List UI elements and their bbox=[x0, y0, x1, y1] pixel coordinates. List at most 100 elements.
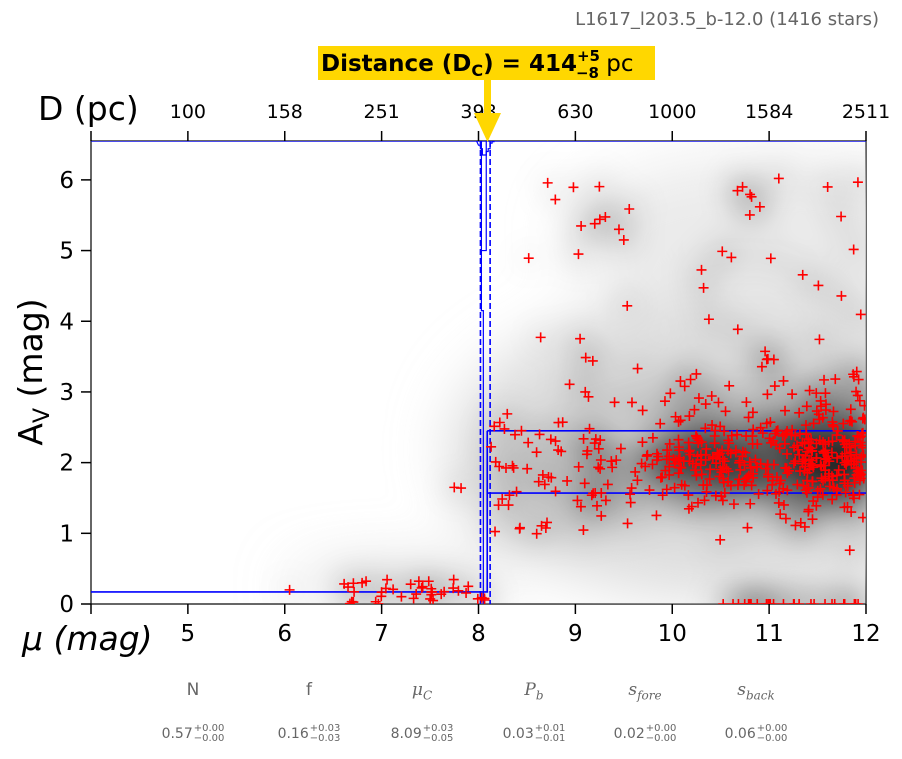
star-marker bbox=[534, 429, 545, 440]
star-marker bbox=[775, 475, 786, 486]
star-marker bbox=[827, 599, 838, 604]
star-marker bbox=[665, 388, 676, 399]
star-marker bbox=[690, 465, 701, 476]
parameter-table: N 0.57+0.00 −0.00 f 0.16+0.03 −0.03 μC 8.09+0.0… bbox=[0, 676, 902, 756]
star-marker bbox=[700, 399, 711, 410]
star-marker bbox=[742, 522, 753, 533]
star-marker bbox=[803, 482, 814, 493]
star-marker bbox=[624, 204, 635, 215]
star-marker bbox=[811, 452, 822, 463]
y-tick-label: 5 bbox=[59, 239, 74, 265]
star-marker bbox=[839, 475, 850, 486]
x-tick-label: 7 bbox=[374, 621, 389, 647]
distance-posterior-histogram bbox=[476, 141, 495, 156]
star-marker bbox=[376, 591, 387, 602]
star-marker bbox=[411, 589, 422, 600]
star-marker bbox=[745, 189, 756, 200]
star-marker bbox=[818, 446, 829, 457]
star-marker bbox=[707, 420, 718, 431]
star-marker bbox=[715, 534, 726, 545]
y-tick-label: 2 bbox=[59, 451, 74, 477]
star-marker bbox=[808, 462, 819, 473]
star-marker bbox=[762, 485, 773, 496]
star-marker bbox=[765, 417, 776, 428]
y-axis: 0 1 2 3 4 5 6 bbox=[59, 168, 91, 618]
top-tick-label: 1584 bbox=[745, 101, 793, 123]
star-marker bbox=[831, 489, 842, 500]
star-marker bbox=[593, 462, 604, 473]
star-marker bbox=[820, 388, 831, 399]
star-marker bbox=[765, 599, 776, 604]
star-marker bbox=[503, 500, 514, 511]
star-marker bbox=[704, 473, 715, 484]
star-marker bbox=[490, 456, 501, 467]
star-marker bbox=[747, 407, 758, 418]
star-marker bbox=[573, 461, 584, 472]
star-marker bbox=[760, 346, 771, 357]
star-marker bbox=[843, 455, 854, 466]
star-marker bbox=[757, 428, 768, 439]
star-marker bbox=[600, 211, 611, 222]
star-marker bbox=[618, 234, 629, 245]
star-marker bbox=[535, 332, 546, 343]
star-marker bbox=[848, 371, 859, 382]
star-marker bbox=[723, 445, 734, 456]
star-marker bbox=[428, 595, 439, 604]
star-marker bbox=[807, 460, 818, 471]
star-marker bbox=[797, 269, 808, 280]
distance-posterior-tail bbox=[480, 250, 484, 604]
star-marker bbox=[803, 437, 814, 448]
star-marker bbox=[594, 214, 605, 225]
star-marker bbox=[844, 545, 855, 556]
star-marker bbox=[596, 487, 607, 498]
star-marker bbox=[799, 465, 810, 476]
star-marker bbox=[849, 599, 860, 604]
top-tick-label: 158 bbox=[267, 101, 303, 123]
star-marker bbox=[692, 451, 703, 462]
star-marker bbox=[511, 486, 522, 497]
x-tick-label: 6 bbox=[277, 621, 292, 647]
star-marker bbox=[556, 446, 567, 457]
star-marker bbox=[630, 466, 641, 477]
star-marker bbox=[664, 469, 675, 480]
star-marker bbox=[832, 452, 843, 463]
star-marker bbox=[684, 411, 695, 422]
star-marker bbox=[684, 456, 695, 467]
star-marker bbox=[573, 249, 584, 260]
param-name: sback bbox=[737, 680, 775, 703]
star-marker bbox=[849, 473, 860, 484]
param-name: N bbox=[186, 680, 200, 700]
star-marker bbox=[844, 416, 855, 427]
star-markers bbox=[284, 173, 866, 604]
star-marker bbox=[696, 469, 707, 480]
star-marker bbox=[838, 599, 849, 604]
star-marker bbox=[669, 482, 680, 493]
star-marker bbox=[576, 220, 587, 231]
star-marker bbox=[423, 576, 434, 587]
star-marker bbox=[339, 578, 350, 589]
star-marker bbox=[659, 396, 670, 407]
star-marker bbox=[405, 579, 416, 590]
star-marker bbox=[675, 376, 686, 387]
star-marker bbox=[510, 429, 521, 440]
star-marker bbox=[811, 388, 822, 399]
star-marker bbox=[670, 411, 681, 422]
star-marker bbox=[689, 404, 700, 415]
star-marker bbox=[713, 397, 724, 408]
star-marker bbox=[755, 422, 766, 433]
star-marker bbox=[636, 458, 647, 469]
star-marker bbox=[602, 479, 613, 490]
star-marker bbox=[586, 490, 597, 501]
chart-title: L1617_l203.5_b-12.0 (1416 stars) bbox=[575, 9, 879, 30]
star-marker bbox=[507, 460, 518, 471]
star-marker bbox=[575, 333, 586, 344]
star-marker bbox=[539, 479, 550, 490]
star-marker bbox=[777, 430, 788, 441]
param-value: 0.57+0.00 −0.00 bbox=[161, 723, 225, 744]
star-marker bbox=[523, 437, 534, 448]
star-marker bbox=[851, 449, 862, 460]
star-marker bbox=[584, 423, 595, 434]
star-marker bbox=[693, 393, 704, 404]
star-marker bbox=[583, 391, 594, 402]
star-marker bbox=[836, 211, 847, 222]
